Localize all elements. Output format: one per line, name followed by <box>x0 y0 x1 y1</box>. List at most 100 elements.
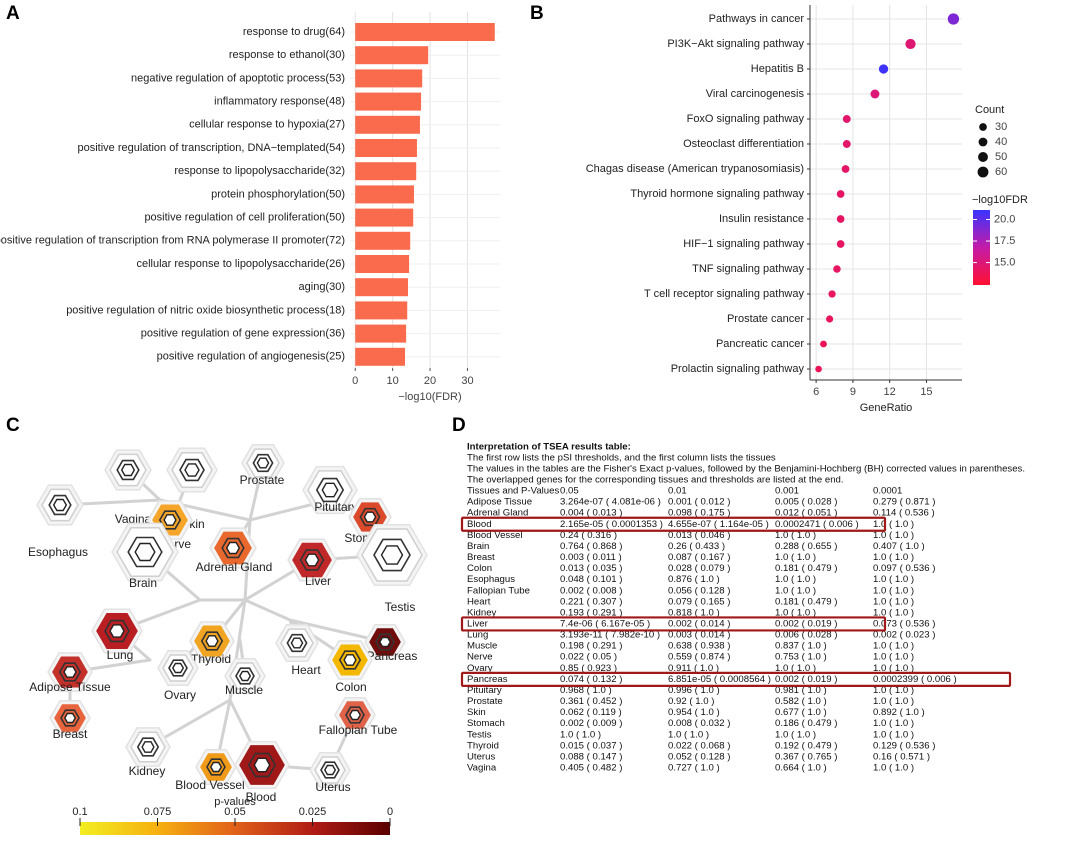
table-cell: 0.002 ( 0.019 ) <box>775 618 837 629</box>
table-cell: 0.098 ( 0.175 ) <box>668 508 730 519</box>
table-cell: 0.097 ( 0.536 ) <box>873 563 935 574</box>
y-tick-label: negative regulation of apoptotic process… <box>131 72 345 84</box>
table-header: 0.001 <box>775 486 799 497</box>
table-cell: 7.4e-06 ( 6.167e-05 ) <box>560 618 650 629</box>
bar <box>355 231 411 250</box>
dot <box>836 190 845 198</box>
table-cell: 0.664 ( 1.0 ) <box>775 763 827 774</box>
table-cell: 0.677 ( 1.0 ) <box>775 707 827 718</box>
table-cell: 0.996 ( 1.0 ) <box>668 685 720 696</box>
table-cell: 0.005 ( 0.028 ) <box>775 497 837 508</box>
y-tick-label: positive regulation of angiogenesis(25) <box>157 351 345 363</box>
y-tick-label: HIF−1 signaling pathway <box>683 238 804 250</box>
table-note: The overlapped genes for the correspondi… <box>467 475 844 486</box>
node-label: Esophagus <box>28 545 88 559</box>
table-header: 0.05 <box>560 486 579 497</box>
y-tick-label: T cell receptor signaling pathway <box>644 288 804 300</box>
table-cell: 0.186 ( 0.479 ) <box>775 718 837 729</box>
legend-label: 30 <box>995 121 1007 133</box>
table-cell: Colon <box>467 563 492 574</box>
table-title: Interpretation of TSEA results table: <box>467 442 631 453</box>
bar <box>355 69 423 88</box>
table-cell: 1.0 ( 1.0 ) <box>775 585 816 596</box>
y-tick-label: TNF signaling pathway <box>692 263 804 275</box>
legend-label: 15.0 <box>994 256 1015 268</box>
table-cell: 1.0 ( 1.0 ) <box>873 607 914 618</box>
table-cell: 0.582 ( 1.0 ) <box>775 696 827 707</box>
table-cell: 0.753 ( 1.0 ) <box>775 652 827 663</box>
node-label: Testis <box>385 600 416 614</box>
dot <box>841 165 850 173</box>
dot <box>815 365 822 373</box>
x-tick-label: 10 <box>387 375 399 387</box>
node-label: Prostate <box>240 473 285 487</box>
node-core <box>225 541 241 555</box>
node-label: Uterus <box>315 780 350 794</box>
table-cell: Lung <box>467 630 488 641</box>
table-cell: 0.221 ( 0.307 ) <box>560 596 622 607</box>
node-ring <box>252 453 274 473</box>
node-ring <box>338 650 362 670</box>
table-cell: 0.002 ( 0.019 ) <box>775 674 837 685</box>
x-tick-label: 12 <box>884 386 896 398</box>
node-label: Thyroid <box>191 652 231 666</box>
node-ring <box>206 758 226 776</box>
table-header: 0.01 <box>668 486 687 497</box>
y-tick-label: FoxO signaling pathway <box>687 113 805 125</box>
table-cell: Muscle <box>467 641 497 652</box>
table-header: Tissues and P-Values <box>467 486 559 497</box>
dot <box>828 290 836 298</box>
colorbar-title: p-values <box>214 796 256 808</box>
bar <box>355 208 414 227</box>
table-cell: 1.0 ( 1.0 ) <box>560 729 601 740</box>
table-cell: 1.0 ( 1.0 ) <box>873 663 914 674</box>
node-core <box>184 463 200 477</box>
node-core <box>171 662 185 674</box>
node-label: Muscle <box>225 683 263 697</box>
table-cell: 0.24 ( 0.316 ) <box>560 530 617 541</box>
node-ring <box>179 458 205 482</box>
table-cell: 0.079 ( 0.165 ) <box>668 596 730 607</box>
colorbar-tick-label: 0.05 <box>224 806 245 818</box>
legend-dot <box>978 137 988 147</box>
x-tick-label: 6 <box>813 386 819 398</box>
node-core <box>321 482 339 498</box>
node-ring <box>104 619 130 643</box>
legend-dot <box>978 152 988 162</box>
table-cell: 1.0 ( 1.0 ) <box>873 552 914 563</box>
x-tick-label: 0 <box>352 375 358 387</box>
table-cell: Pancreas <box>467 674 508 685</box>
node-label: Blood <box>246 790 277 804</box>
table-cell: 1.0 ( 1.0 ) <box>775 729 816 740</box>
bar <box>355 46 429 65</box>
table-cell: 1.0 ( 1.0 ) <box>775 663 816 674</box>
table-cell: Thyroid <box>467 740 499 751</box>
node-core <box>256 457 270 469</box>
node-ring <box>315 477 345 503</box>
legend-title: −log10FDR <box>972 194 1028 206</box>
node-core <box>343 654 357 666</box>
node-core <box>348 709 362 721</box>
node-label: Kidney <box>129 764 166 778</box>
bar <box>355 324 407 343</box>
table-cell: 0.004 ( 0.013 ) <box>560 508 622 519</box>
node-label: Fallopian Tube <box>319 723 398 737</box>
node-ring <box>299 549 325 571</box>
dot <box>826 315 834 323</box>
node-core <box>378 636 392 648</box>
table-cell: Fallopian Tube <box>467 585 530 596</box>
node-label: Breast <box>53 727 88 741</box>
table-cell: Uterus <box>467 751 495 762</box>
node-ring <box>345 706 365 724</box>
node-core <box>253 757 271 773</box>
bar <box>355 255 410 273</box>
table-cell: Vagina <box>467 763 497 774</box>
legend-label: 50 <box>995 151 1007 163</box>
y-tick-label: Pancreatic cancer <box>716 338 804 350</box>
node-ring <box>286 633 308 653</box>
table-cell: 0.407 ( 1.0 ) <box>873 541 925 552</box>
table-cell: 1.0 ( 1.0 ) <box>873 519 914 530</box>
node-ring <box>136 737 160 757</box>
node-ring <box>48 494 72 516</box>
y-tick-label: aging(30) <box>299 281 345 293</box>
